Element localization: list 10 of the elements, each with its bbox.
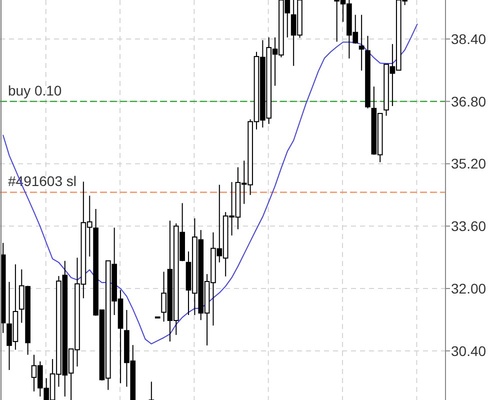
y-tick-label: 35.20 <box>451 156 486 172</box>
line-series <box>2 24 418 344</box>
candlestick <box>148 381 154 400</box>
y-tick-label: 38.40 <box>451 30 486 47</box>
y-tick-label: 32.00 <box>451 280 486 296</box>
ref-line-label: buy 0.10 <box>8 82 62 98</box>
y-tick-label: 30.40 <box>451 342 486 359</box>
y-tick-label: 36.80 <box>451 93 486 110</box>
y-tick-label: 33.60 <box>451 218 486 234</box>
candlestick <box>358 14 364 72</box>
